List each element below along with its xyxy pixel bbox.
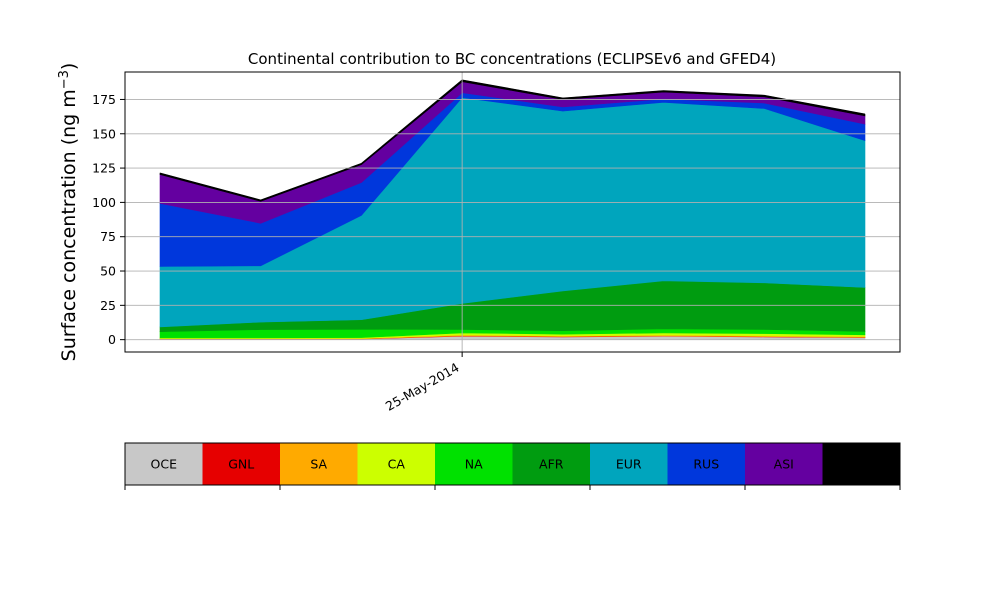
y-tick-label-50: 50 — [100, 264, 116, 279]
y-tick-label-0: 0 — [108, 332, 116, 347]
plot-area: 0 25 50 75 100 125 150 175 25-May-2014 — [92, 71, 901, 414]
legend-label-afr: AFR — [539, 457, 564, 472]
y-axis-label-close: ) — [58, 63, 80, 70]
y-tick-label-125: 125 — [92, 161, 116, 176]
legend-swatch-asi — [745, 443, 823, 485]
legend-swatch-na — [435, 443, 513, 485]
y-tick-label-25: 25 — [100, 298, 116, 313]
y-tick-label-150: 150 — [92, 126, 116, 141]
y-tick-label-100: 100 — [92, 195, 116, 210]
legend-label-gnl: GNL — [228, 457, 254, 472]
legend-swatch-oce — [125, 443, 203, 485]
y-axis-label: Surface concentration (ng m−3) — [57, 63, 81, 362]
chart-title: Continental contribution to BC concentra… — [248, 50, 776, 68]
legend-swatch-aus — [822, 443, 900, 485]
plot-frame — [124, 71, 901, 353]
y-axis-label-text: Surface concentration (ng m — [58, 89, 80, 361]
legend-label-na: NA — [465, 457, 483, 472]
legend-swatch-gnl — [202, 443, 280, 485]
y-tick-label-75: 75 — [100, 229, 116, 244]
legend-swatch-sa — [280, 443, 358, 485]
legend-label-oce: OCE — [151, 457, 178, 472]
svg-text:Surface concentration (ng m−3): Surface concentration (ng m−3) — [57, 63, 81, 362]
legend-label-asi: ASI — [774, 457, 794, 472]
legend-label-ca: CA — [388, 457, 406, 472]
legend-swatch-eur — [590, 443, 668, 485]
legend-swatch-ca — [357, 443, 435, 485]
legend-frame — [124, 442, 901, 486]
total-line — [159, 79, 866, 201]
legend-label-rus: RUS — [693, 457, 719, 472]
legend-swatch-rus — [667, 443, 745, 485]
legend-label-sa: SA — [310, 457, 327, 472]
legend: OCE GNL SA CA NA AFR EUR RUS ASI AUS — [124, 442, 901, 490]
y-axis-label-exponent: −3 — [57, 70, 72, 89]
legend-label-eur: EUR — [616, 457, 642, 472]
x-tick-label: 25-May-2014 — [383, 360, 462, 414]
y-tick-label-175: 175 — [92, 92, 116, 107]
legend-label-aus: AUS — [848, 457, 874, 472]
legend-swatch-afr — [512, 443, 590, 485]
